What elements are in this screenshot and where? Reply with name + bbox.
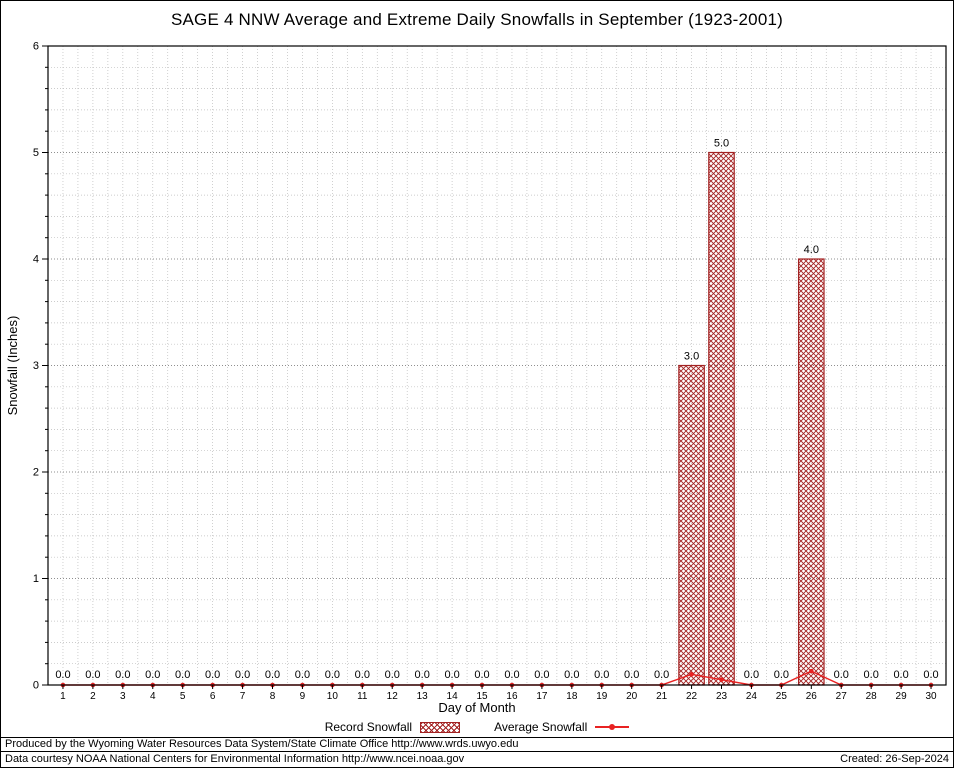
x-tick-label: 5 (180, 691, 186, 701)
x-tick-label: 17 (536, 691, 548, 701)
x-tick-label: 21 (656, 691, 668, 701)
legend-item-average: Average Snowfall (494, 720, 630, 734)
x-axis-title: Day of Month (438, 700, 516, 715)
value-label: 0.0 (355, 669, 370, 681)
value-label: 4.0 (804, 244, 819, 256)
record-bars (678, 151, 825, 686)
value-label: 0.0 (295, 669, 310, 681)
value-label: 0.0 (235, 669, 250, 681)
x-tick-label: 1 (60, 691, 66, 701)
x-tick-label: 7 (240, 691, 246, 701)
average-point (809, 668, 814, 674)
average-point (689, 672, 694, 677)
y-tick-label: 2 (33, 467, 39, 479)
x-tick-label: 22 (686, 691, 698, 701)
average-line-swatch-icon (595, 724, 630, 730)
x-tick-label: 20 (626, 691, 638, 701)
value-label: 0.0 (594, 669, 609, 681)
x-tick-label: 9 (300, 691, 306, 701)
x-tick-label: 8 (270, 691, 276, 701)
value-label: 0.0 (85, 669, 100, 681)
x-tick-label: 10 (327, 691, 339, 701)
x-tick-label: 27 (836, 691, 848, 701)
value-label: 0.0 (564, 669, 579, 681)
x-tick-label: 29 (896, 691, 908, 701)
value-label: 0.0 (534, 669, 549, 681)
value-label: 0.0 (744, 669, 759, 681)
y-axis-title: Snowfall (Inches) (5, 316, 20, 416)
value-label: 0.0 (474, 669, 489, 681)
value-label: 0.0 (923, 669, 938, 681)
footer-courtesy: Data courtesy NOAA National Centers for … (1, 751, 953, 767)
x-tick-label: 12 (387, 691, 399, 701)
record-hatch-swatch-icon (420, 721, 461, 733)
footer-courtesy-text: Data courtesy NOAA National Centers for … (5, 753, 465, 765)
x-tick-label: 23 (716, 691, 728, 701)
value-label: 0.0 (55, 669, 70, 681)
value-label: 0.0 (624, 669, 639, 681)
x-tick-label: 16 (506, 691, 518, 701)
y-tick-label: 0 (33, 680, 39, 692)
average-point (719, 677, 724, 682)
x-tick-label: 18 (566, 691, 578, 701)
value-label: 0.0 (654, 669, 669, 681)
value-label: 0.0 (444, 669, 459, 681)
value-label: 0.0 (864, 669, 879, 681)
x-tick-label: 28 (866, 691, 878, 701)
x-tick-label: 25 (776, 691, 788, 701)
x-tick-label: 6 (210, 691, 216, 701)
value-label: 0.0 (325, 669, 340, 681)
x-tick-label: 11 (357, 691, 368, 701)
legend-item-record: Record Snowfall (324, 720, 461, 734)
value-label: 0.0 (504, 669, 519, 681)
value-label: 0.0 (145, 669, 160, 681)
value-label: 0.0 (205, 669, 220, 681)
record-bar (708, 151, 735, 686)
value-label: 0.0 (774, 669, 789, 681)
chart-legend: Record Snowfall Average Snowfall (1, 717, 953, 737)
x-tick-label: 4 (150, 691, 156, 701)
x-tick-label: 13 (417, 691, 429, 701)
x-tick-label: 30 (925, 691, 937, 701)
x-tick-label: 14 (447, 691, 459, 701)
legend-record-label: Record Snowfall (324, 720, 413, 734)
value-label: 0.0 (175, 669, 190, 681)
value-label: 0.0 (385, 669, 400, 681)
x-tick-label: 15 (476, 691, 488, 701)
value-label: 0.0 (893, 669, 908, 681)
legend-average-label: Average Snowfall (494, 720, 588, 734)
x-tick-label: 19 (596, 691, 608, 701)
y-tick-label: 1 (33, 573, 39, 585)
x-tick-label: 2 (90, 691, 96, 701)
created-date: Created: 26-Sep-2024 (840, 753, 949, 765)
chart-title: SAGE 4 NNW Average and Extreme Daily Sno… (170, 10, 783, 29)
line-marker-icon (609, 724, 616, 730)
record-bar (797, 258, 825, 686)
value-label: 0.0 (834, 669, 849, 681)
footer-producer-text: Produced by the Wyoming Water Resources … (5, 738, 519, 750)
record-bar (678, 364, 705, 686)
y-tick-label: 4 (33, 254, 39, 266)
y-tick-label: 6 (33, 41, 39, 53)
footer-producer: Produced by the Wyoming Water Resources … (1, 737, 953, 751)
y-tick-label: 3 (33, 360, 39, 372)
x-tick-label: 3 (120, 691, 126, 701)
value-label: 0.0 (115, 669, 130, 681)
value-label: 3.0 (684, 351, 699, 363)
y-tick-label: 5 (33, 147, 39, 159)
value-label: 0.0 (415, 669, 430, 681)
value-label: 5.0 (714, 138, 729, 150)
x-tick-label: 26 (806, 691, 818, 701)
value-label: 0.0 (265, 669, 280, 681)
x-tick-label: 24 (746, 691, 758, 701)
